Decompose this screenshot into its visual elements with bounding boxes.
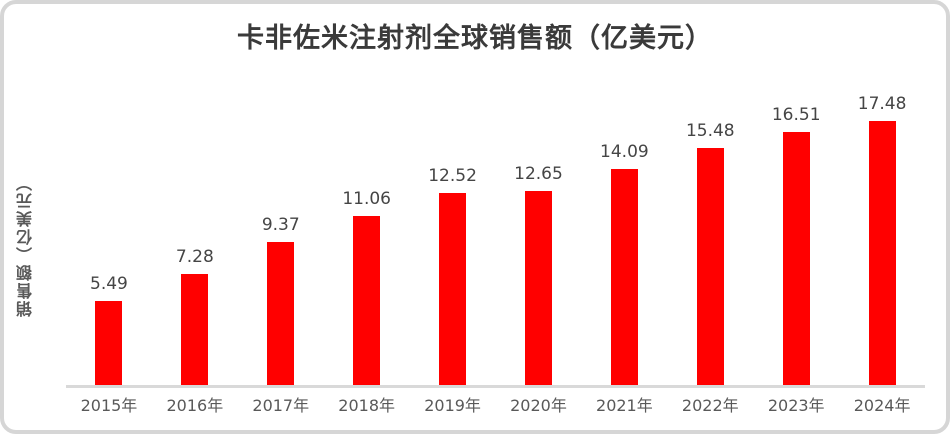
bar-value-label: 16.51 <box>771 105 821 126</box>
bar-group-2021年: 14.09 <box>581 94 667 385</box>
bar <box>267 241 295 385</box>
bar-value-label: 12.52 <box>428 166 477 187</box>
bar-group-2015年: 5.49 <box>66 94 152 385</box>
bar-value-label: 14.09 <box>600 142 649 163</box>
x-tick-label: 2020年 <box>510 396 567 415</box>
x-tick-label: 2019年 <box>424 396 481 415</box>
bar <box>782 132 810 385</box>
bar <box>353 215 381 385</box>
bar <box>95 300 123 385</box>
bar-value-label: 9.37 <box>261 214 300 235</box>
bar <box>868 121 896 385</box>
bar-group-2019年: 12.52 <box>410 94 496 385</box>
bar-value-label: 15.48 <box>685 120 735 141</box>
x-tick-label: 2016年 <box>166 396 224 415</box>
bar <box>181 273 209 385</box>
bar-group-2022年: 15.48 <box>667 94 753 385</box>
bar-group-2023年: 16.51 <box>753 94 839 385</box>
x-tick-label: 2015年 <box>80 396 138 415</box>
bar <box>439 193 467 385</box>
x-tick-label: 2021年 <box>596 396 653 415</box>
bar-group-2018年: 11.06 <box>324 94 410 385</box>
bar <box>696 147 724 385</box>
bar-group-2016年: 7.28 <box>152 94 238 385</box>
y-axis-title: 销售额（亿美元） <box>16 173 35 317</box>
bar-value-label: 7.28 <box>175 246 214 267</box>
x-tick-label: 2018年 <box>338 396 396 415</box>
bar-value-label: 12.65 <box>514 164 563 185</box>
x-axis: 2015年 2016年 2017年 2018年 2019年 2020年 2021年 2022年… <box>66 392 925 416</box>
bar <box>524 191 552 385</box>
bar-value-label: 17.48 <box>857 94 907 114</box>
bar-value-label: 5.49 <box>90 273 128 294</box>
plot-area: 5.49 7.28 9.37 11.06 12.52 12.65 14.09 15.48 16.… <box>66 94 925 388</box>
bar-value-label: 11.06 <box>342 188 391 209</box>
bar-group-2024年: 17.48 <box>839 94 925 385</box>
x-tick-label: 2023年 <box>767 396 825 415</box>
bar-group-2017年: 9.37 <box>238 94 324 385</box>
x-tick-label: 2017年 <box>252 396 310 415</box>
bar-group-2020年: 12.65 <box>496 94 582 385</box>
x-tick-label: 2022年 <box>681 396 739 415</box>
chart-title: 卡非佐米注射剂全球销售额（亿美元） <box>237 23 713 54</box>
bar <box>610 169 638 385</box>
x-tick-label: 2024年 <box>853 396 911 415</box>
